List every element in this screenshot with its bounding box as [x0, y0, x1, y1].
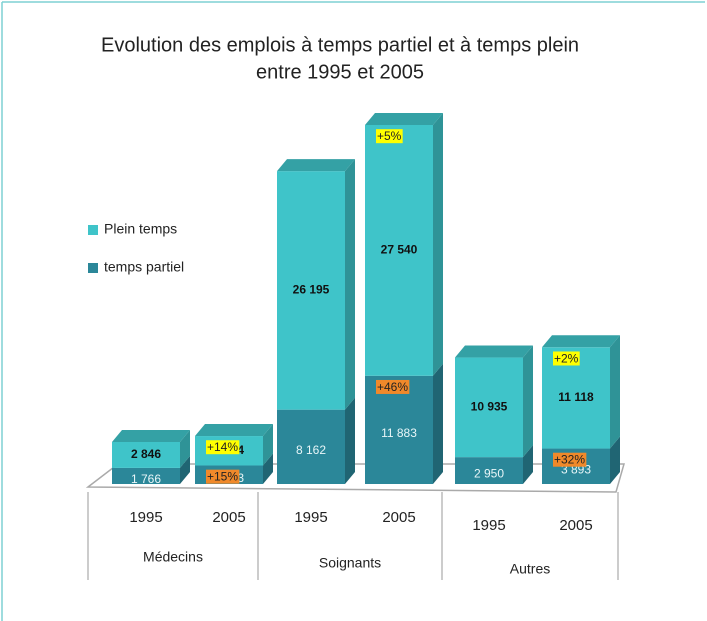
bar-side [263, 424, 273, 466]
bar-side [180, 430, 190, 468]
bar-top [542, 335, 620, 348]
x-tick-label: 2005 [559, 517, 592, 534]
x-tick-label: 1995 [294, 509, 327, 526]
legend-swatch [88, 225, 98, 235]
bar [455, 357, 523, 458]
legend-label: temps partiel [104, 259, 184, 275]
chart-title: Evolution des emplois à temps partiel et… [101, 34, 579, 56]
bar-side [180, 455, 190, 484]
bar-side [433, 363, 443, 484]
x-tick-label: 1995 [129, 509, 162, 526]
value-label: 27 540 [381, 243, 418, 257]
bar [277, 171, 345, 410]
bar-side [263, 453, 273, 484]
x-tick-label: 1995 [472, 517, 505, 534]
bar-side [345, 159, 355, 410]
change-bg [553, 351, 580, 366]
change-label: +5% [377, 129, 402, 143]
change-bg [553, 452, 587, 467]
bar-side [433, 113, 443, 376]
bar-top [112, 430, 190, 443]
bar [365, 125, 433, 376]
change-bg [206, 469, 240, 484]
change-bg [206, 440, 240, 455]
change-label: +46% [377, 380, 408, 394]
change-label: +15% [207, 470, 238, 484]
bar [112, 467, 180, 484]
bar-side [523, 345, 533, 458]
value-label: 2 846 [131, 447, 161, 461]
bar-top [365, 113, 443, 125]
legend-swatch [88, 263, 98, 273]
x-tick-label: 2005 [212, 509, 245, 526]
value-label: 11 118 [558, 390, 594, 404]
change-label: +32% [554, 453, 585, 467]
chart-subtitle: entre 1995 et 2005 [256, 61, 424, 83]
value-label: 8 162 [296, 443, 326, 457]
x-tick-label: 2005 [382, 509, 415, 526]
change-bg [376, 129, 403, 144]
bar-side [610, 335, 620, 449]
bar [112, 442, 180, 468]
value-label: 2 950 [474, 467, 504, 481]
change-label: +14% [207, 440, 238, 454]
group-label: Médecins [143, 549, 203, 565]
bar-side [610, 436, 620, 484]
bar [455, 457, 523, 484]
change-bg [376, 379, 410, 394]
value-label: 1 766 [131, 472, 161, 486]
floor [85, 463, 625, 493]
group-label: Autres [510, 561, 550, 577]
group-label: Soignants [319, 555, 381, 571]
value-label: 26 195 [293, 283, 330, 297]
bar-top [195, 424, 273, 437]
bar-side [523, 445, 533, 484]
value-label: 11 883 [381, 426, 417, 440]
legend-label: Plein temps [104, 221, 177, 237]
bar [277, 409, 345, 484]
value-label: 10 935 [471, 400, 508, 414]
bar-side [345, 397, 355, 484]
change-label: +2% [554, 351, 579, 365]
bar-top [277, 159, 355, 172]
bar-top [455, 345, 533, 358]
